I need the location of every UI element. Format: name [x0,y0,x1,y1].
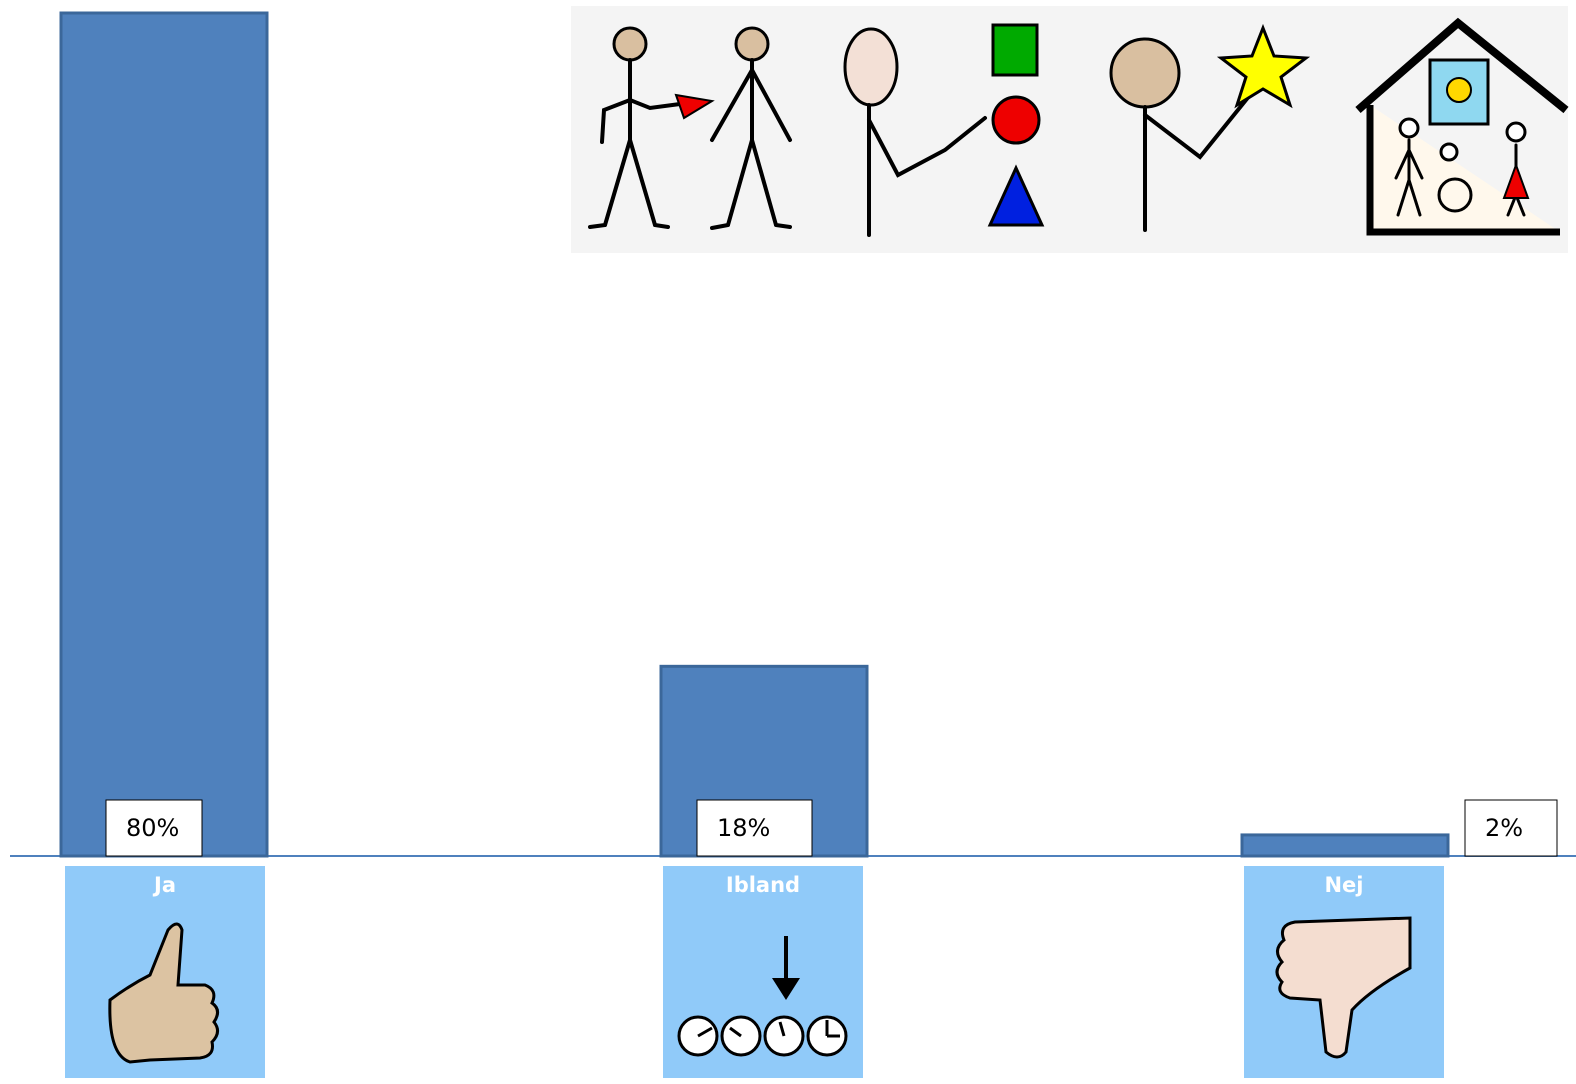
x-tick-label: Ibland [726,873,800,897]
value-label: 18% [717,814,770,842]
x-tick-label: Nej [1324,873,1363,897]
value-label-box [105,799,203,857]
value-label-box [696,799,813,857]
category-icons [108,916,1412,1064]
value-label-box [1464,799,1558,857]
bar [1240,833,1450,858]
bar [59,11,269,858]
bars: 80% 18% 2% [59,11,1558,858]
value-label: 2% [1485,814,1523,842]
value-label: 80% [126,814,179,842]
pictogram-panel [571,6,1569,253]
x-tick-label: Ja [152,873,176,897]
